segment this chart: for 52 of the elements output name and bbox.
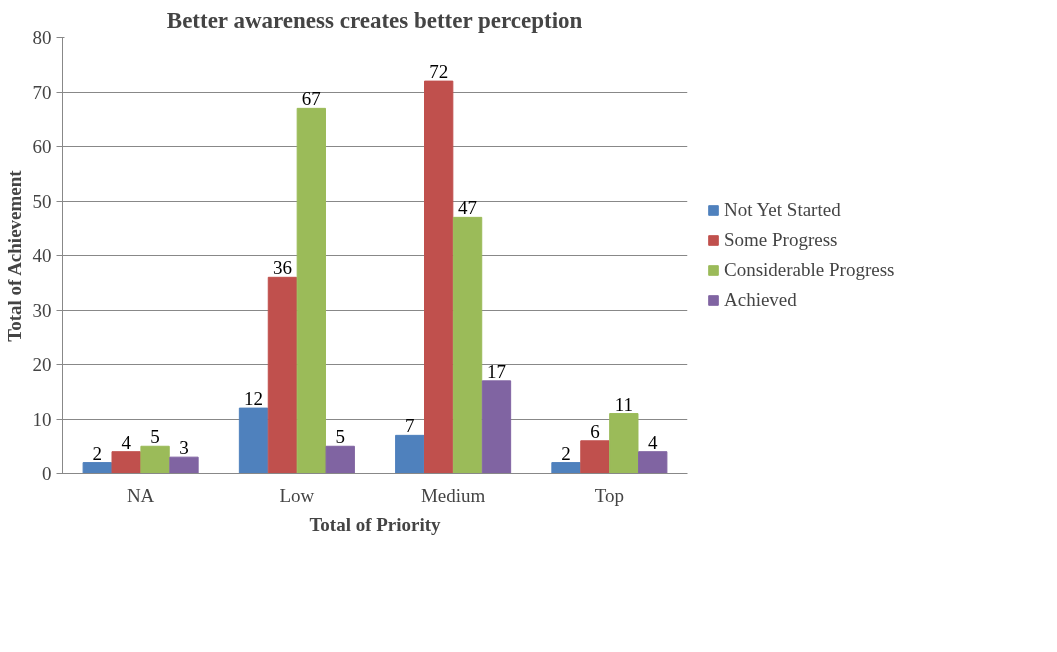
y-axis-title: Total of Achievement <box>3 169 25 342</box>
legend-label: Considerable Progress <box>724 259 895 281</box>
data-label: 5 <box>335 426 345 448</box>
data-label: 2 <box>92 442 103 464</box>
legend-label: Not Yet Started <box>724 199 841 221</box>
data-label: 5 <box>150 426 160 448</box>
data-label: 11 <box>614 393 633 415</box>
bar <box>551 462 581 474</box>
x-tick-label: NA <box>126 484 155 506</box>
data-label: 17 <box>486 360 506 382</box>
y-tick-label: 70 <box>32 81 52 103</box>
data-label: 4 <box>121 431 132 453</box>
bar <box>296 107 326 474</box>
x-axis-title: Total of Priority <box>309 513 442 535</box>
bar <box>325 445 355 474</box>
y-tick-label: 20 <box>32 354 52 375</box>
data-label: 3 <box>179 437 189 459</box>
y-tick-label: 50 <box>32 190 52 212</box>
y-tick-label: 80 <box>32 27 52 48</box>
bar <box>481 380 512 474</box>
bar <box>609 413 639 474</box>
bar <box>395 434 425 474</box>
data-label: 12 <box>244 388 264 410</box>
bar <box>111 451 141 474</box>
legend-label: Some Progress <box>724 229 838 251</box>
bar <box>638 451 668 474</box>
y-tick-label: 30 <box>32 299 52 321</box>
data-label: 72 <box>429 61 449 83</box>
y-tick-label: 60 <box>32 136 52 157</box>
x-tick-label: Top <box>594 484 625 506</box>
x-tick-label: Low <box>279 484 315 506</box>
legend-label: Achieved <box>724 289 797 311</box>
data-label: 67 <box>301 88 321 110</box>
data-label: 7 <box>405 415 415 437</box>
chart-title: Better awareness creates better perception <box>166 7 583 33</box>
data-label: 47 <box>458 197 478 219</box>
bar <box>452 216 483 474</box>
y-tick-label: 10 <box>32 408 52 430</box>
bar <box>580 440 610 474</box>
x-tick-label: Medium <box>420 484 486 506</box>
bar <box>140 445 170 474</box>
bar <box>169 456 199 474</box>
bar <box>424 80 454 474</box>
bar <box>267 276 298 474</box>
y-tick-label: 40 <box>32 245 52 266</box>
data-label: 6 <box>590 420 600 442</box>
data-label: 36 <box>272 257 292 279</box>
data-label: 4 <box>647 431 658 453</box>
bar <box>82 462 112 474</box>
bar <box>238 407 269 474</box>
y-tick-label: 0 <box>42 463 52 484</box>
data-label: 2 <box>561 442 571 464</box>
